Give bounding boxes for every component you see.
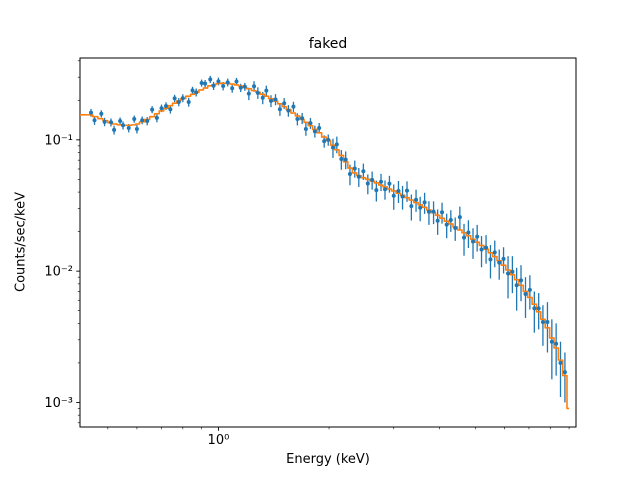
y-tick-label: 10⁻³ (44, 396, 73, 411)
x-tick-label: 10⁰ (208, 433, 230, 448)
chart-title: faked (308, 36, 348, 52)
y-tick-label: 10⁻¹ (44, 133, 73, 148)
y-tick-label: 10⁻² (44, 265, 73, 280)
x-axis-label: Energy (keV) (286, 452, 370, 467)
